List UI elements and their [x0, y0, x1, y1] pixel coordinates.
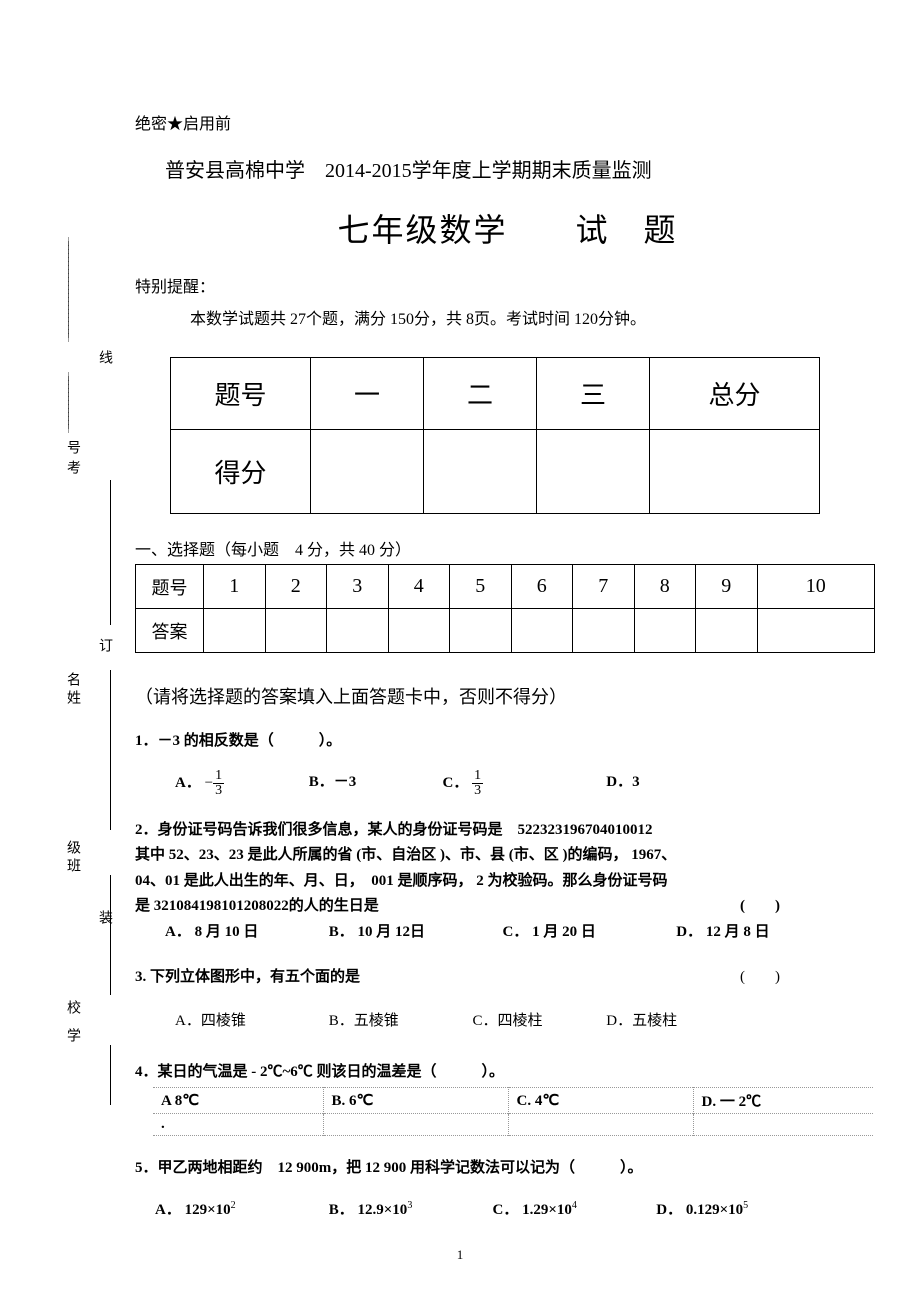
binding-line-4: [110, 1045, 111, 1105]
q4-text: 4．某日的气温是 - 2℃~6℃ 则该日的温差是（ ）。: [135, 1060, 880, 1086]
binding-line-1: [110, 480, 111, 625]
label-ming: 名: [62, 672, 82, 686]
q2-line1: 2．身份证号码告诉我们很多信息，某人的身份证号码是 52232319670401…: [135, 818, 880, 844]
score-col-total: 总分: [650, 358, 820, 430]
section1-heading: 一、选择题（每小题 4 分，共 40 分）: [135, 536, 880, 560]
q2-options: A． 8 月 10 日 B． 10 月 12日 C． 1 月 20 日 D． 1…: [135, 920, 880, 946]
answer-row1-label: 题号: [136, 565, 204, 609]
ans-h-7: 7: [573, 565, 635, 609]
binding-line-3: [110, 875, 111, 995]
ans-h-1: 1: [204, 565, 266, 609]
ans-h-9: 9: [696, 565, 758, 609]
q3-paren: ( ): [740, 965, 880, 991]
score-table: 题号 一 二 三 总分 得分: [170, 357, 820, 514]
tick-marks-2: ｜｜｜｜｜｜｜｜｜｜｜｜｜｜: [64, 375, 72, 435]
ans-h-2: 2: [265, 565, 327, 609]
q1-text: 1．－3 的相反数是（ ）。: [135, 729, 880, 755]
q3: 3. 下列立体图形中，有五个面的是 ( ): [135, 965, 880, 991]
answer-note: （请将选择题的答案填入上面答题卡中，否则不得分）: [135, 683, 880, 709]
q5-options: A． 129×102 B． 12.9×103 C． 1.29×104 D． 0.…: [135, 1198, 880, 1219]
q1-options: A． −13 B．－3 C． 13 D．3: [135, 769, 880, 798]
q5-text: 5．甲乙两地相距约 12 900m，把 12 900 用科学记数法可以记为（ ）…: [135, 1156, 880, 1182]
score-col-1: 一: [311, 358, 424, 430]
label-ji: 级: [62, 840, 82, 854]
label-xiao: 校: [62, 1000, 82, 1014]
main-title: 七年级数学 试 题: [135, 205, 880, 251]
binding-line-2: [110, 670, 111, 830]
score-row2-label: 得分: [171, 430, 311, 514]
q3-text: 3. 下列立体图形中，有五个面的是: [135, 969, 360, 985]
ans-h-3: 3: [327, 565, 389, 609]
q2-line3: 04、01 是此人出生的年、月、日， 001 是顺序码， 2 为校验码。那么身份…: [135, 869, 880, 895]
q3-options: A．四棱锥 B．五棱锥 C．四棱柱 D．五棱柱: [135, 1009, 880, 1030]
school-title: 普安县高棉中学 2014-2015学年度上学期期末质量监测: [135, 154, 880, 183]
ans-h-6: 6: [511, 565, 573, 609]
ans-h-10: 10: [757, 565, 875, 609]
label-xue: 学: [62, 1028, 82, 1042]
score-col-2: 二: [424, 358, 537, 430]
label-hao: 号: [62, 440, 82, 454]
reminder-body: 本数学试题共 27个题，满分 150分，共 8页。考试时间 120分钟。: [135, 305, 880, 329]
score-row1-label: 题号: [171, 358, 311, 430]
binding-sidebar: ｜｜｜｜｜｜｜｜｜｜｜｜｜｜｜｜｜｜｜｜｜｜｜｜｜ 线 ｜｜｜｜｜｜｜｜｜｜｜｜…: [36, 240, 126, 1090]
reminder-label: 特别提醒：: [135, 273, 880, 297]
label-zhuang: 装: [94, 910, 114, 924]
tick-marks: ｜｜｜｜｜｜｜｜｜｜｜｜｜｜｜｜｜｜｜｜｜｜｜｜｜: [64, 240, 72, 350]
q2: 2．身份证号码告诉我们很多信息，某人的身份证号码是 52232319670401…: [135, 818, 880, 946]
confidential-label: 绝密★启用前: [135, 110, 880, 134]
score-col-3: 三: [537, 358, 650, 430]
label-xing: 姓: [62, 690, 82, 704]
ans-h-8: 8: [634, 565, 696, 609]
label-kao: 考: [62, 460, 82, 474]
q4-options: A 8℃ B. 6℃ C. 4℃ D. 一 2℃ .: [153, 1087, 873, 1136]
label-xian: 线: [94, 350, 114, 364]
ans-h-4: 4: [388, 565, 450, 609]
q2-line2: 其中 52、23、23 是此人所属的省 (市、自治区 )、市、县 (市、区 )的…: [135, 843, 880, 869]
label-ban: 班: [62, 858, 82, 872]
answer-row2-label: 答案: [136, 609, 204, 653]
answer-table: 题号 1 2 3 4 5 6 7 8 9 10 答案: [135, 564, 875, 653]
q2-line4: 是 321084198101208022的人的生日是( ): [135, 894, 880, 920]
label-ding: 订: [94, 638, 114, 652]
page-number: 1: [457, 1247, 464, 1263]
page-content: 绝密★启用前 普安县高棉中学 2014-2015学年度上学期期末质量监测 七年级…: [135, 110, 880, 1219]
ans-h-5: 5: [450, 565, 512, 609]
